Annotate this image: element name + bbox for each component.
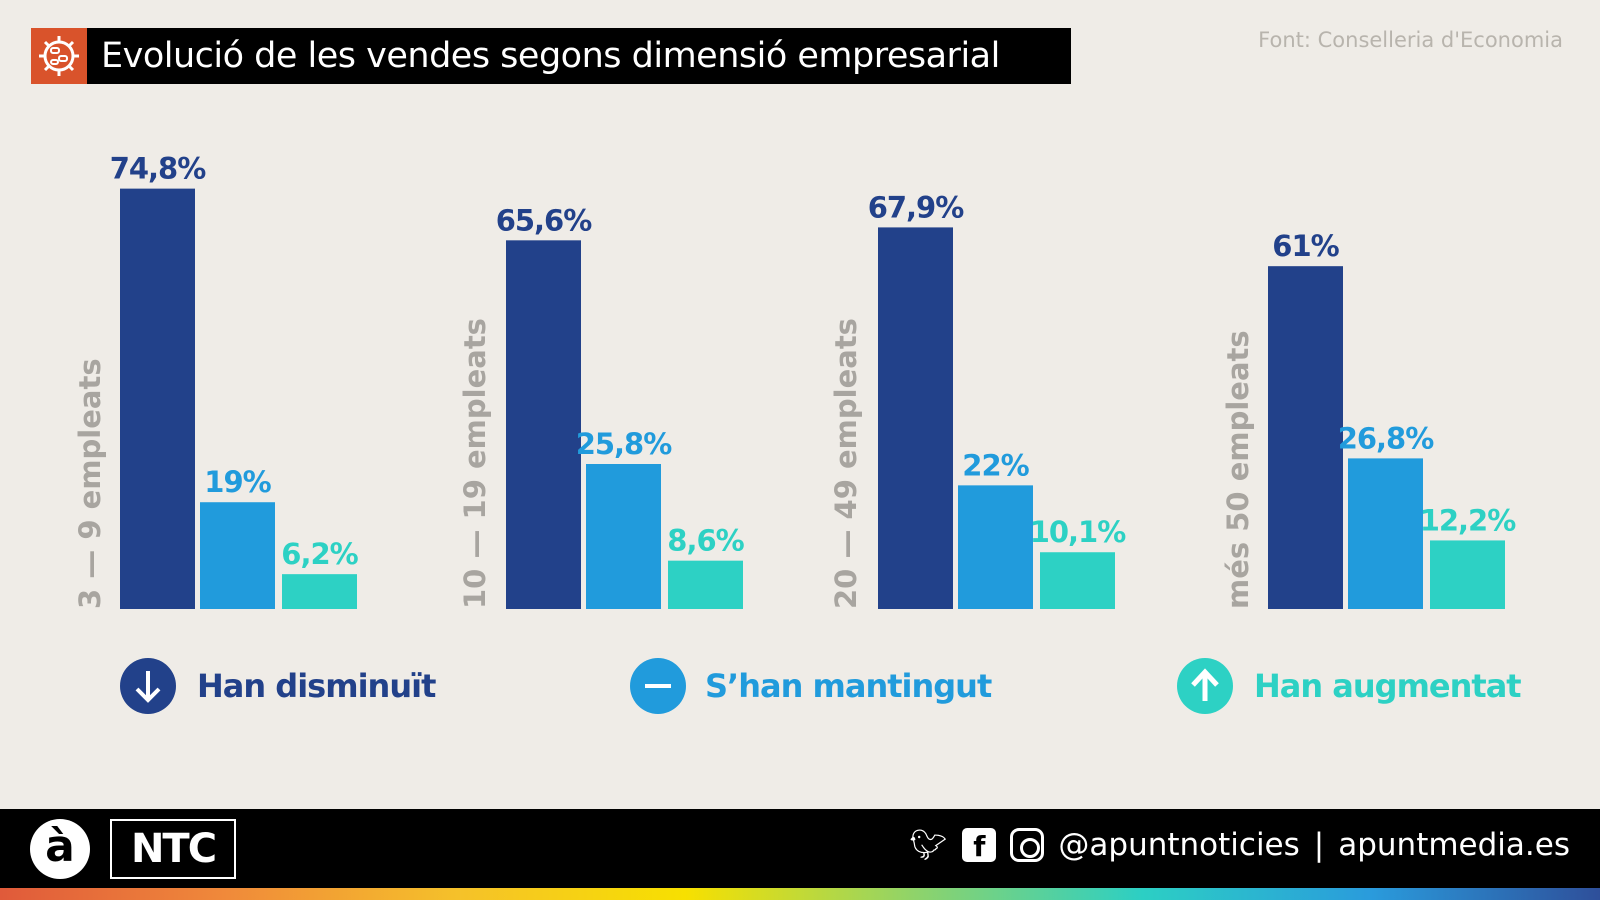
- legend-label: Han augmentat: [1254, 667, 1521, 705]
- data-label: 6,2%: [281, 537, 358, 571]
- legend-item: Han augmentat: [1177, 658, 1522, 714]
- data-label: 19%: [204, 465, 271, 499]
- data-label: 8,6%: [667, 524, 744, 558]
- bar: [1430, 540, 1505, 609]
- bar: [878, 227, 953, 610]
- legend-label: Han disminuït: [197, 667, 436, 705]
- legend-item: Han disminuït: [120, 658, 437, 714]
- bar: [1040, 552, 1115, 609]
- bar: [958, 485, 1033, 609]
- bar: [668, 560, 743, 609]
- category-label: més 50 empleats: [1221, 330, 1255, 609]
- bar: [120, 188, 195, 609]
- bar: [200, 502, 275, 609]
- title-bar: Evolució de les vendes segons dimensió e…: [31, 28, 1071, 84]
- category-label: 3 — 9 empleats: [73, 358, 107, 609]
- bar: [1348, 458, 1423, 609]
- website-link[interactable]: apuntmedia.es: [1338, 827, 1570, 863]
- data-label: 22%: [962, 448, 1029, 482]
- footer: à NTC 🐦︎ f @apuntnoticies | apuntmedia.e…: [0, 809, 1600, 888]
- data-label: 61%: [1272, 229, 1339, 263]
- data-label: 25,8%: [576, 427, 673, 461]
- data-label: 74,8%: [110, 152, 207, 186]
- separator: |: [1313, 827, 1325, 863]
- bar: [1268, 266, 1343, 609]
- data-label: 10,1%: [1030, 515, 1127, 549]
- data-label: 65,6%: [496, 203, 593, 237]
- social-handle[interactable]: @apuntnoticies: [1058, 827, 1300, 863]
- social-links: 🐦︎ f @apuntnoticies | apuntmedia.es: [908, 827, 1570, 863]
- rainbow-stripe: [0, 888, 1600, 900]
- data-label: 67,9%: [868, 190, 965, 224]
- category-label: 20 — 49 empleats: [829, 318, 863, 609]
- facebook-icon[interactable]: f: [962, 828, 997, 863]
- data-label: 26,8%: [1338, 421, 1435, 455]
- source-note: Font: Conselleria d'Economia: [1258, 28, 1563, 52]
- bar-chart: 3 — 9 empleats 74,8% 19% 6,2% 10 — 19 emplea…: [73, 152, 1522, 714]
- bar: [586, 464, 661, 609]
- category-label: 10 — 19 empleats: [458, 318, 492, 609]
- data-label: 12,2%: [1420, 503, 1517, 537]
- chart-title: Evolució de les vendes segons dimensió e…: [101, 36, 1000, 76]
- instagram-icon[interactable]: [1010, 828, 1045, 862]
- ntc-logo: NTC: [110, 819, 236, 879]
- legend-label: S’han mantingut: [705, 667, 992, 705]
- twitter-icon[interactable]: 🐦︎: [909, 827, 948, 863]
- apunt-logo: à: [30, 819, 90, 879]
- bar: [282, 574, 357, 609]
- legend-item: S’han mantingut: [630, 658, 993, 714]
- virus-icon: [31, 28, 87, 84]
- bar: [506, 240, 581, 609]
